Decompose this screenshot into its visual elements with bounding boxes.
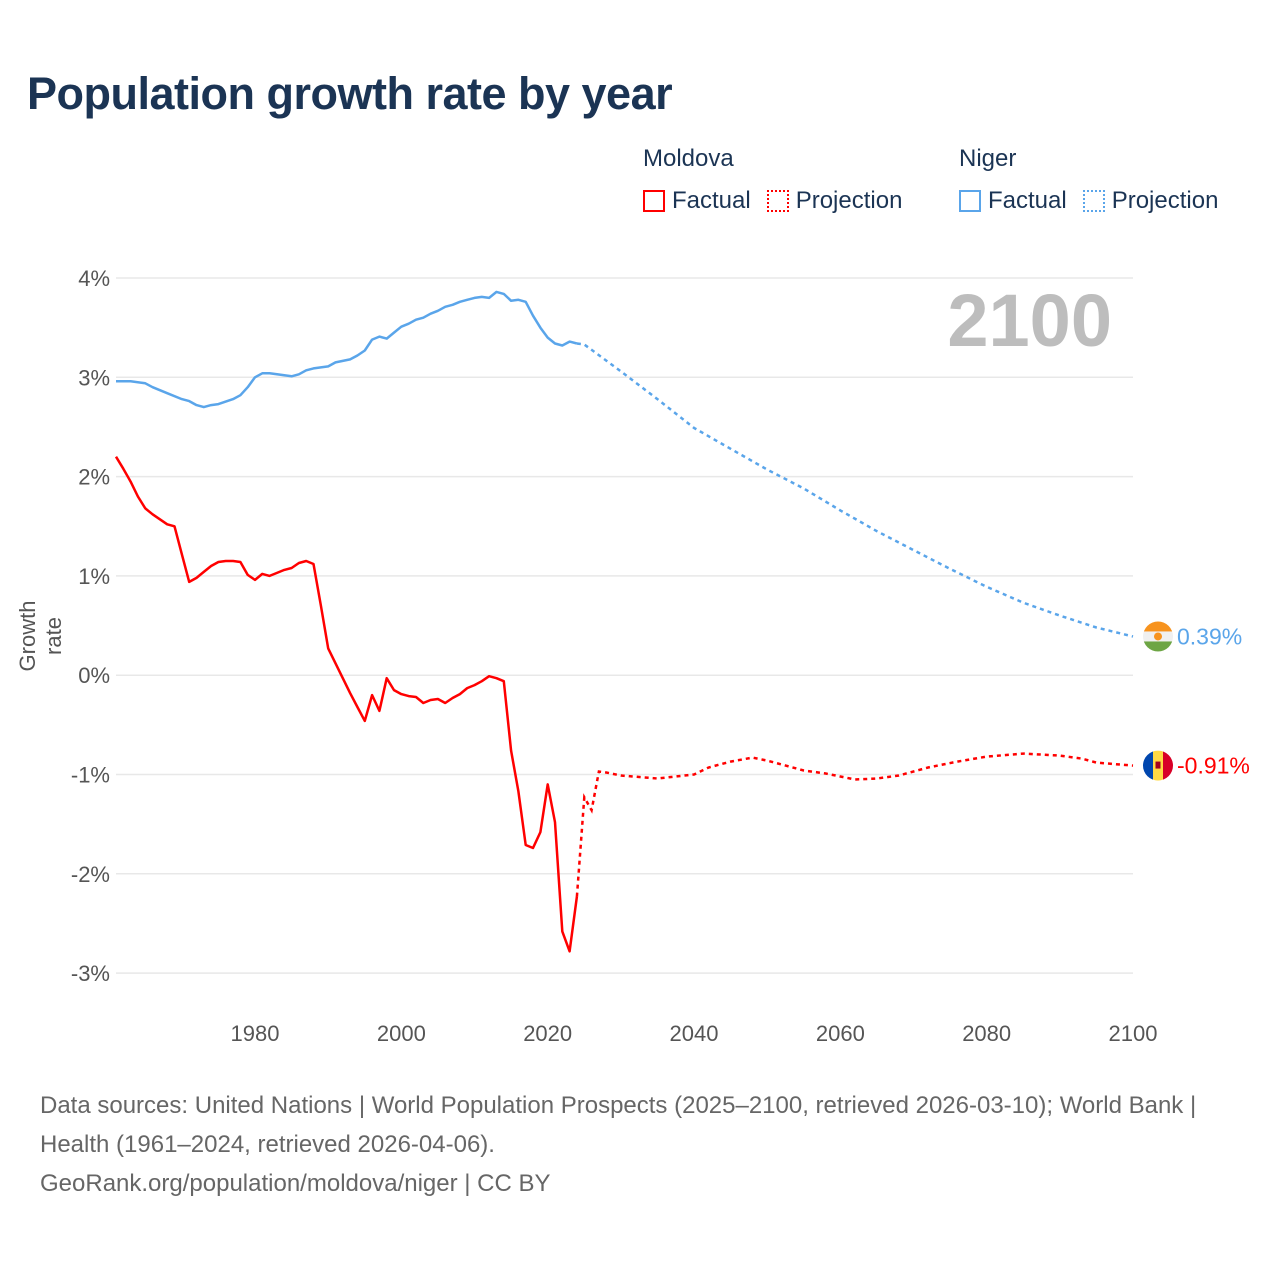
legend-niger-factual[interactable]: Factual <box>959 187 1067 215</box>
legend-moldova-factual[interactable]: Factual <box>643 187 751 215</box>
legend-niger-projection[interactable]: Projection <box>1082 187 1219 215</box>
current-year-label: 2100 <box>947 279 1112 362</box>
moldova-projection-line <box>575 752 1134 897</box>
y-tick-label: 2% <box>78 465 110 490</box>
legend-group-label: Moldova <box>643 145 734 172</box>
y-tick-label: -3% <box>71 961 110 986</box>
y-tick-label: 0% <box>78 663 110 688</box>
legend-niger: Niger Factual Projection <box>959 145 1234 215</box>
y-tick-label: 3% <box>78 365 110 390</box>
legend-label: Factual <box>988 187 1067 214</box>
y-axis-label: Growth rate <box>15 600 66 672</box>
x-tick-label: 2000 <box>377 1021 426 1046</box>
x-tick-label: 2100 <box>1109 1021 1158 1046</box>
legend-label: Projection <box>795 187 903 214</box>
moldova-end-value-label: -0.91% <box>1177 753 1250 779</box>
legend-moldova-projection[interactable]: Projection <box>766 187 903 215</box>
legend-swatch-solid <box>643 190 665 212</box>
x-tick-label: 2060 <box>816 1021 865 1046</box>
y-tick-label: 4% <box>78 266 110 291</box>
niger-end-value-label: 0.39% <box>1177 623 1242 649</box>
y-tick-label: 1% <box>78 564 110 589</box>
moldova-factual-line <box>114 456 579 953</box>
x-tick-label: 2040 <box>670 1021 719 1046</box>
legend-moldova: Moldova Factual Projection <box>643 145 918 215</box>
legend-label: Projection <box>1111 187 1219 214</box>
legend-swatch-dotted <box>1082 190 1105 212</box>
niger-projection-line <box>576 342 1134 638</box>
chart-title: Population growth rate by year <box>27 68 673 119</box>
niger-factual-line <box>116 290 578 409</box>
source-link[interactable]: GeoRank.org/population/moldova/niger | C… <box>40 1170 551 1197</box>
moldova-flag-icon <box>1143 750 1173 781</box>
y-tick-label: -1% <box>71 763 110 788</box>
legend-swatch-dotted <box>766 190 789 212</box>
footer: Data sources: United Nations | World Pop… <box>40 1086 1240 1203</box>
legend-swatch-solid <box>959 190 981 212</box>
y-tick-label: -2% <box>71 862 110 887</box>
data-sources: Data sources: United Nations | World Pop… <box>40 1092 1197 1158</box>
legend-group-label: Niger <box>959 145 1017 172</box>
legend-label: Factual <box>672 187 751 214</box>
niger-flag-icon <box>1143 621 1173 652</box>
x-tick-label: 2020 <box>523 1021 572 1046</box>
x-tick-label: 1980 <box>231 1021 280 1046</box>
x-tick-label: 2080 <box>962 1021 1011 1046</box>
